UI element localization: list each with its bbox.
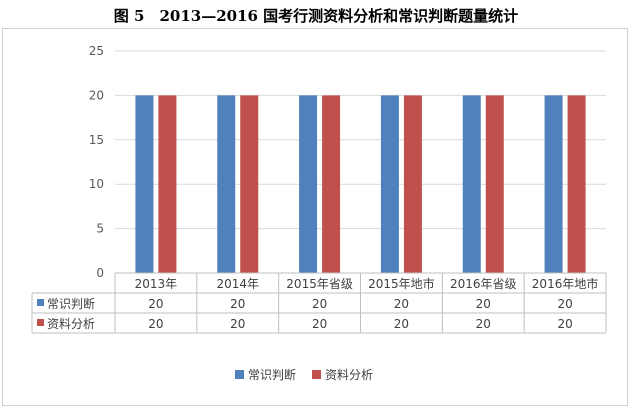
y-tick-label: 15 [89,133,104,147]
bar-series1 [299,95,318,274]
bar-series1 [380,95,399,274]
table-value: 20 [476,297,491,311]
chart-title: 图 5 2013—2016 国考行测资料分析和常识判断题量统计 [113,7,519,25]
table-value: 20 [148,297,163,311]
bar-series2 [240,95,259,274]
x-category-label: 2013年 [135,277,178,291]
table-value: 20 [148,317,163,331]
bar-series2 [567,95,586,274]
table-legend-key [37,299,44,306]
x-category-label: 2016年省级 [450,277,517,291]
x-category-label: 2014年 [216,277,259,291]
x-category-label: 2015年地市 [368,276,435,291]
bar-series2 [158,95,177,274]
table-value: 20 [394,297,409,311]
bar-series1 [544,95,563,274]
table-value: 20 [476,317,491,331]
table-value: 20 [394,317,409,331]
bar-series1 [462,95,481,274]
table-value: 20 [230,317,245,331]
bar-series2 [322,95,341,274]
y-tick-label: 25 [89,44,104,58]
x-category-label: 2016年地市 [532,276,599,291]
y-tick-label: 5 [96,222,104,236]
legend-swatch [235,370,244,379]
y-tick-label: 0 [96,266,104,280]
table-legend-key [37,319,44,326]
table-value: 20 [312,297,327,311]
bar-series2 [485,95,504,274]
table-value: 20 [230,297,245,311]
bar-series1 [135,95,154,274]
table-value: 20 [557,317,572,331]
table-value: 20 [557,297,572,311]
legend-swatch [312,370,321,379]
table-value: 20 [312,317,327,331]
y-tick-label: 10 [89,177,104,191]
table-series-label: 常识判断 [47,296,95,311]
chart-frame [2,28,628,406]
legend-label: 常识判断 [248,367,296,382]
bar-series2 [403,95,422,274]
table-series-label: 资料分析 [47,317,95,331]
legend-label: 资料分析 [325,368,373,382]
y-tick-label: 20 [89,88,104,102]
bar-series1 [217,95,236,274]
x-category-label: 2015年省级 [286,277,353,291]
